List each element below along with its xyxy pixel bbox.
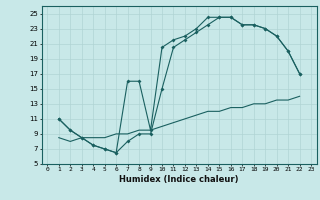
X-axis label: Humidex (Indice chaleur): Humidex (Indice chaleur) [119, 175, 239, 184]
